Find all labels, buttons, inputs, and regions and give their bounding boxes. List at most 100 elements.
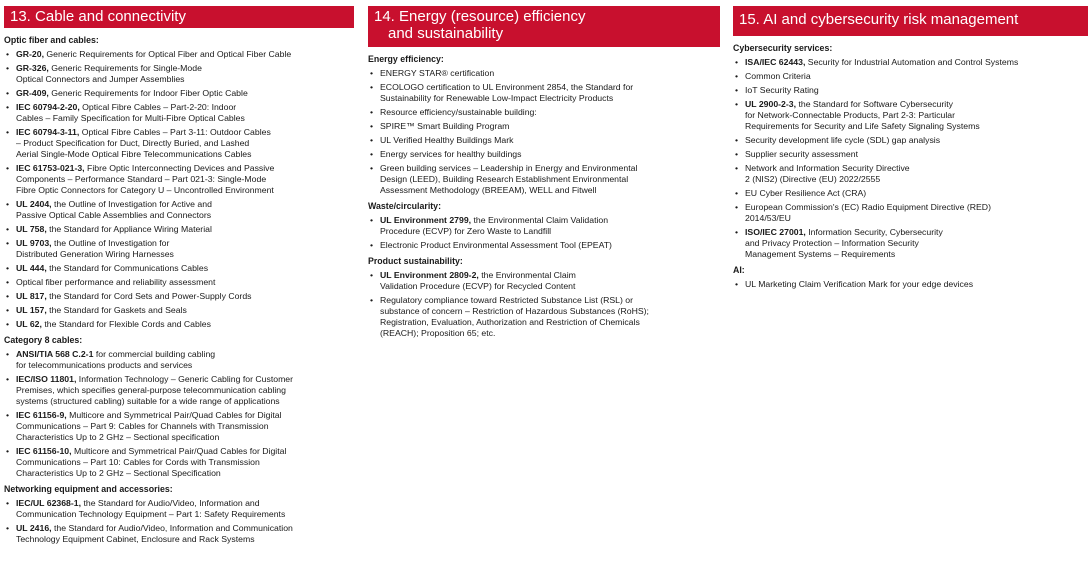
list-item: ANSI/TIA 568 C.2-1 for commercial buildi… [6,349,354,371]
item-text: Generic Requirements for Optical Fiber a… [44,49,292,59]
subsection-title: Product sustainability: [368,256,463,266]
list-item: UL Environment 2799, the Environmental C… [370,215,720,237]
item-text: the Standard for Software Cybersecurity … [745,99,980,131]
standard-code: UL 758, [16,224,47,234]
list-item: Security development life cycle (SDL) ga… [735,135,1088,146]
list-item: UL 758, the Standard for Appliance Wirin… [6,224,354,235]
item-text: Optical Fibre Cables – Part-2-20: Indoor… [16,102,245,123]
column-energy-efficiency: 14. Energy (resource) efficiency and sus… [368,6,720,343]
item-text: Generic Requirements for Indoor Fiber Op… [48,88,248,98]
list-item: UL 817, the Standard for Cord Sets and P… [6,291,354,302]
item-text: Energy services for healthy buildings [380,149,522,159]
list-item: Regulatory compliance toward Restricted … [370,295,720,339]
item-text: IoT Security Rating [745,85,819,95]
item-text: Supplier security assessment [745,149,858,159]
list-item: UL 2900-2-3, the Standard for Software C… [735,99,1088,132]
section-body: Cybersecurity services: ISA/IEC 62443, Se… [733,42,1088,290]
list-item: UL 444, the Standard for Communications … [6,263,354,274]
item-text: Fibre Optic Interconnecting Devices and … [16,163,275,195]
list-item: IEC 60794-2-20, Optical Fibre Cables – P… [6,102,354,124]
standard-code: IEC 61753-021-3, [16,163,85,173]
list-item: Green building services – Leadership in … [370,163,720,196]
list-item: IEC 60794-3-11, Optical Fibre Cables – P… [6,127,354,160]
subsection-title: Energy efficiency: [368,54,444,64]
standard-code: ISA/IEC 62443, [745,57,806,67]
standards-list: UL Marketing Claim Verification Mark for… [733,279,1088,290]
item-text: the Standard for Audio/Video, Informatio… [16,523,293,544]
list-item: IoT Security Rating [735,85,1088,96]
item-text: for commercial building cabling for tele… [16,349,216,370]
subsection-title: Optic fiber and cables: [4,35,99,45]
standards-list: ANSI/TIA 568 C.2-1 for commercial buildi… [4,349,354,479]
list-item: IEC/ISO 11801, Information Technology – … [6,374,354,407]
list-item: ISO/IEC 27001, Information Security, Cyb… [735,227,1088,260]
standards-list: UL Environment 2809-2, the Environmental… [368,270,720,339]
item-text: Network and Information Security Directi… [745,163,910,184]
item-text: Information Security, Cybersecurity and … [745,227,943,259]
item-text: Optical Fibre Cables – Part 3-11: Outdoo… [16,127,271,159]
item-text: the Outline of Investigation for Distrib… [16,238,174,259]
standard-code: UL 2416, [16,523,52,533]
subsection-title: Cybersecurity services: [733,43,833,53]
item-text: SPIRE™ Smart Building Program [380,121,510,131]
list-item: Optical fiber performance and reliabilit… [6,277,354,288]
item-text: Multicore and Symmetrical Pair/Quad Cabl… [16,410,282,442]
list-item: UL Verified Healthy Buildings Mark [370,135,720,146]
item-text: the Standard for Communications Cables [46,263,209,273]
item-text: UL Marketing Claim Verification Mark for… [745,279,974,289]
list-item: EU Cyber Resilience Act (CRA) [735,188,1088,199]
standard-code: UL 9703, [16,238,52,248]
standards-list: ENERGY STAR® certification ECOLOGO certif… [368,68,720,196]
list-item: Resource efficiency/sustainable building… [370,107,720,118]
standard-code: UL 2900-2-3, [745,99,797,109]
list-item: UL 62, the Standard for Flexible Cords a… [6,319,354,330]
header-line-1: 14. Energy (resource) efficiency [374,8,586,25]
list-item: Common Criteria [735,71,1088,82]
item-text: Resource efficiency/sustainable building… [380,107,537,117]
standard-code: IEC/ISO 11801, [16,374,77,384]
item-text: the Standard for Appliance Wiring Materi… [46,224,212,234]
item-text: ENERGY STAR® certification [380,68,495,78]
standards-list: ISA/IEC 62443, Security for Industrial A… [733,57,1088,260]
list-item: Energy services for healthy buildings [370,149,720,160]
standard-code: IEC 60794-2-20, [16,102,80,112]
standards-list: UL Environment 2799, the Environmental C… [368,215,720,251]
standard-code: IEC 60794-3-11, [16,127,80,137]
list-item: IEC 61156-9, Multicore and Symmetrical P… [6,410,354,443]
standard-code: GR-20, [16,49,45,59]
standard-code: IEC 61156-10, [16,446,72,456]
item-text: European Commission's (EC) Radio Equipme… [745,202,991,223]
list-item: Electronic Product Environmental Assessm… [370,240,720,251]
item-text: the Standard for Audio/Video, Informatio… [16,498,286,519]
item-text: Security development life cycle (SDL) ga… [745,135,941,145]
list-item: UL 2404, the Outline of Investigation fo… [6,199,354,221]
list-item: ISA/IEC 62443, Security for Industrial A… [735,57,1088,68]
item-text: Regulatory compliance toward Restricted … [380,295,649,338]
column-cable-connectivity: 13. Cable and connectivity Optic fiber a… [4,6,354,549]
list-item: Network and Information Security Directi… [735,163,1088,185]
section-body: Optic fiber and cables: GR-20, Generic Re… [4,34,354,545]
standard-code: IEC 61156-9, [16,410,67,420]
item-text: ECOLOGO certification to UL Environment … [380,82,634,103]
list-item: UL 2416, the Standard for Audio/Video, I… [6,523,354,545]
list-item: IEC 61156-10, Multicore and Symmetrical … [6,446,354,479]
list-item: SPIRE™ Smart Building Program [370,121,720,132]
standard-code: UL 817, [16,291,47,301]
header-line-2: and sustainability [388,25,504,42]
standard-code: ANSI/TIA 568 C.2-1 [16,349,94,359]
item-text: the Standard for Flexible Cords and Cabl… [41,319,211,329]
item-text: Electronic Product Environmental Assessm… [380,240,612,250]
standard-code: UL 157, [16,305,47,315]
list-item: UL 157, the Standard for Gaskets and Sea… [6,305,354,316]
item-text: the Environmental Claim Validation Proce… [380,270,576,291]
list-item: IEC/UL 62368-1, the Standard for Audio/V… [6,498,354,520]
list-item: UL Marketing Claim Verification Mark for… [735,279,1088,290]
item-text: the Standard for Gaskets and Seals [46,305,187,315]
standard-code: UL Environment 2809-2, [380,270,479,280]
item-text: Information Technology – Generic Cabling… [16,374,294,406]
list-item: IEC 61753-021-3, Fibre Optic Interconnec… [6,163,354,196]
item-text: the Outline of Investigation for Active … [16,199,212,220]
subsection-title: AI: [733,265,745,275]
subsection-title: Waste/circularity: [368,201,442,211]
item-text: the Environmental Claim Validation Proce… [380,215,609,236]
